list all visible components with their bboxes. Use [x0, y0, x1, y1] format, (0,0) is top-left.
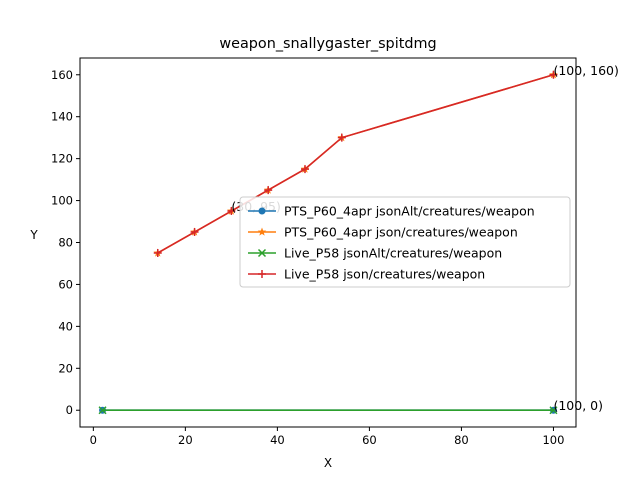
series-3: [153, 70, 558, 257]
data-point: [549, 406, 558, 415]
x-tick-label: 80: [454, 433, 469, 447]
legend-marker: [257, 248, 267, 258]
plot-frame: [79, 57, 577, 428]
y-tick-label: 0: [66, 403, 73, 417]
data-point: [264, 186, 273, 195]
data-point: [300, 165, 309, 174]
x-tick-label: 0: [90, 433, 97, 447]
y-axis-label: Y: [29, 228, 38, 242]
data-point: [153, 248, 162, 257]
chart-title: weapon_snallygaster_spitdmg: [219, 36, 436, 52]
x-tick-label: 40: [270, 433, 285, 447]
x-axis-label: X: [324, 456, 332, 470]
legend-marker: [258, 270, 266, 278]
x-tick-label: 100: [542, 433, 564, 447]
x-tick-label: 20: [178, 433, 193, 447]
legend-label: Live_P58 json/creatures/weapon: [284, 267, 485, 282]
legend-entry: PTS_P60_4apr json/creatures/weapon: [248, 225, 518, 240]
y-tick-label: 160: [51, 68, 73, 82]
data-point: [337, 133, 346, 142]
legend-marker: [257, 227, 267, 236]
legend-frame: [239, 196, 571, 288]
series-layer: [98, 70, 558, 415]
data-point: [98, 406, 107, 415]
data-point: [227, 207, 236, 216]
y-tick-label: 60: [58, 277, 73, 291]
legend-label: PTS_P60_4apr jsonAlt/creatures/weapon: [284, 204, 535, 219]
legend-entry: Live_P58 json/creatures/weapon: [248, 267, 485, 282]
series-2: [98, 406, 558, 415]
point-annotation: (100, 0): [553, 398, 603, 413]
legend-entry: Live_P58 jsonAlt/creatures/weapon: [248, 246, 502, 261]
y-tick-label: 20: [58, 361, 73, 375]
legend-label: PTS_P60_4apr json/creatures/weapon: [284, 225, 518, 240]
data-point: [549, 70, 558, 79]
legend-marker: [258, 207, 266, 215]
y-tick-label: 100: [51, 194, 73, 208]
legend-label: Live_P58 jsonAlt/creatures/weapon: [284, 246, 502, 261]
y-tick-label: 140: [51, 110, 73, 124]
data-point: [190, 228, 199, 237]
x-tick-label: 60: [362, 433, 377, 447]
y-tick-label: 40: [58, 319, 73, 333]
y-tick-label: 80: [58, 236, 73, 250]
legend-entry: PTS_P60_4apr jsonAlt/creatures/weapon: [248, 204, 535, 219]
legend: PTS_P60_4apr jsonAlt/creatures/weapon PTS…: [239, 196, 571, 288]
point-annotation: (100, 160): [553, 63, 618, 78]
axis-ticks: 0 20 40 60 80 100 0 20 40 60 80 100 120 140 160: [51, 68, 564, 447]
y-tick-label: 120: [51, 152, 73, 166]
